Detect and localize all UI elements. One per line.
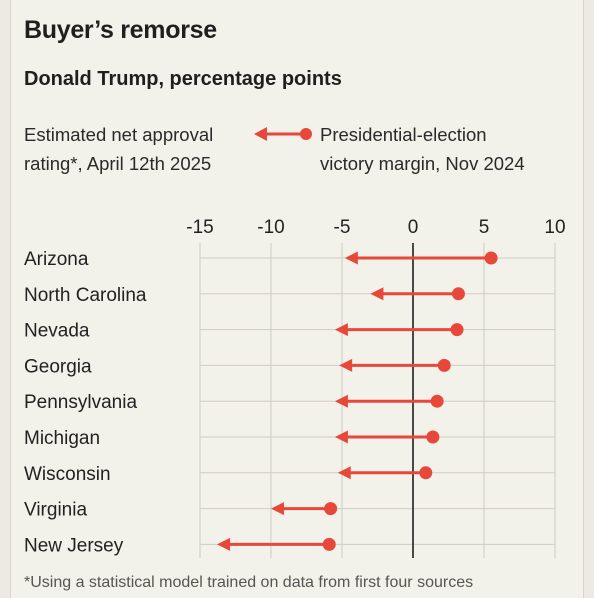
approval-arrowhead [334, 430, 348, 444]
margin-dot [324, 502, 338, 516]
approval-arrowhead [370, 287, 384, 301]
x-tick-label: 10 [544, 217, 565, 238]
legend-margin-line2: victory margin, Nov 2024 [320, 153, 525, 174]
category-label: Virginia [24, 500, 87, 521]
margin-dot [322, 537, 336, 551]
category-label: Arizona [24, 249, 89, 270]
approval-arrowhead [344, 251, 358, 265]
legend-margin: Presidential-election victory margin, No… [320, 120, 570, 178]
margin-dot [450, 323, 464, 337]
legend-approval-line2: rating*, April 12th 2025 [24, 153, 212, 174]
footnote: *Using a statistical model trained on da… [24, 574, 474, 591]
x-tick-label: -10 [257, 217, 284, 238]
margin-dot [484, 251, 498, 265]
legend-margin-line1: Presidential-election [320, 124, 487, 145]
category-label: Georgia [24, 356, 92, 377]
x-tick-label: 5 [479, 217, 490, 238]
category-label: Wisconsin [24, 464, 111, 485]
approval-arrowhead [334, 394, 348, 408]
legend-approval: Estimated net approval rating*, April 12… [24, 120, 264, 178]
margin-dot [437, 358, 451, 372]
approval-arrowhead [217, 537, 231, 551]
margin-dot [430, 394, 444, 408]
x-tick-label: -5 [334, 217, 351, 238]
approval-arrowhead [339, 358, 353, 372]
margin-dot [419, 466, 433, 480]
approval-arrowhead [337, 466, 351, 480]
chart-title: Buyer’s remorse [24, 16, 217, 44]
x-tick-label: -15 [186, 217, 213, 238]
margin-dot [426, 430, 440, 444]
category-label: Nevada [24, 321, 90, 342]
legend-arrow-icon [254, 127, 312, 141]
approval-arrowhead [271, 502, 284, 516]
chart-subtitle: Donald Trump, percentage points [24, 68, 342, 90]
x-tick-label: 0 [408, 217, 419, 238]
category-label: Pennsylvania [24, 392, 137, 413]
chart-panel [10, 0, 584, 598]
category-label: North Carolina [24, 285, 147, 306]
legend-approval-line1: Estimated net approval [24, 124, 214, 145]
category-label: Michigan [24, 428, 100, 449]
approval-arrowhead [334, 323, 348, 337]
margin-dot [451, 287, 465, 301]
category-label: New Jersey [24, 535, 124, 556]
